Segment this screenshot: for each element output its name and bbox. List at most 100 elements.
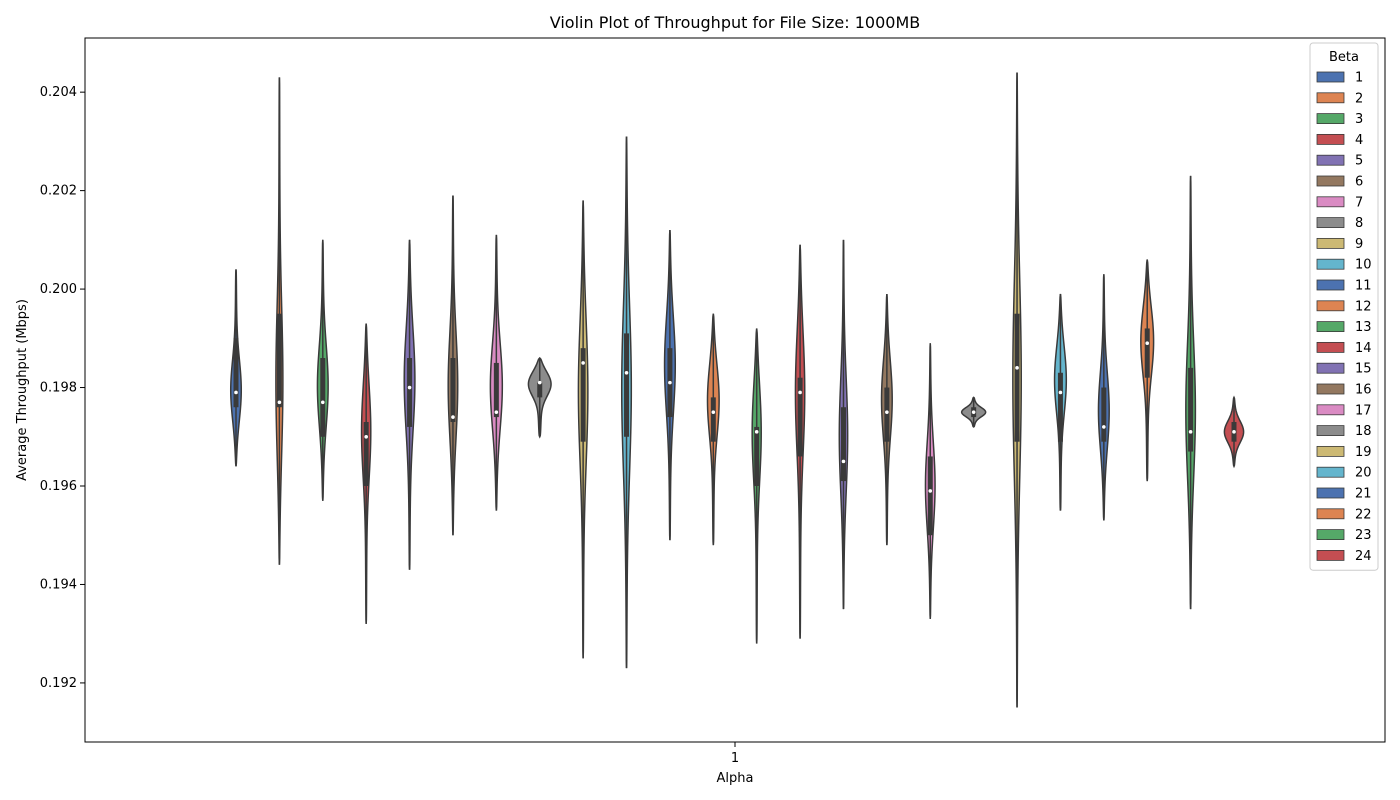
y-axis-label: Average Throughput (Mbps) bbox=[15, 299, 30, 481]
violin-median bbox=[1102, 425, 1106, 429]
violin-iqr-box bbox=[320, 358, 326, 437]
violin-median bbox=[364, 434, 368, 439]
legend-label: 18 bbox=[1355, 424, 1372, 439]
violin-beta-17 bbox=[924, 343, 936, 619]
legend-item-12: 12 bbox=[1316, 299, 1372, 314]
violin-median bbox=[320, 400, 325, 405]
violin-beta-7 bbox=[489, 234, 504, 511]
legend-item-2: 2 bbox=[1316, 91, 1363, 106]
legend-swatch bbox=[1316, 550, 1345, 561]
y-tick-label: 0.192 bbox=[40, 676, 77, 691]
legend-item-14: 14 bbox=[1316, 341, 1372, 356]
legend-item-21: 21 bbox=[1316, 487, 1372, 502]
violin-median bbox=[668, 380, 672, 385]
legend-swatch bbox=[1316, 341, 1345, 353]
violin-iqr-box bbox=[754, 426, 760, 486]
violin-beta-14 bbox=[794, 244, 806, 639]
legend-item-20: 20 bbox=[1316, 466, 1372, 481]
y-tick-label: 0.202 bbox=[40, 184, 77, 199]
legend-item-11: 11 bbox=[1316, 279, 1372, 294]
violin-median bbox=[1145, 341, 1150, 346]
legend-label: 12 bbox=[1355, 299, 1372, 314]
chart-title: Violin Plot of Throughput for File Size:… bbox=[550, 13, 920, 32]
legend-label: 9 bbox=[1355, 237, 1363, 252]
legend-swatch bbox=[1316, 237, 1345, 249]
violin-median bbox=[711, 410, 716, 414]
legend-item-3: 3 bbox=[1316, 112, 1363, 127]
legend-item-8: 8 bbox=[1316, 216, 1363, 231]
violin-median bbox=[277, 400, 282, 405]
y-tick-label: 0.198 bbox=[40, 381, 77, 396]
violin-median bbox=[581, 361, 585, 365]
legend-label: 21 bbox=[1355, 487, 1372, 502]
violin-iqr-box bbox=[1188, 367, 1194, 452]
violin-beta-19 bbox=[1012, 72, 1022, 708]
violin-median bbox=[971, 410, 976, 414]
legend-label: 7 bbox=[1355, 195, 1363, 210]
x-tick-label: 1 bbox=[731, 751, 739, 766]
violin-beta-23 bbox=[1185, 175, 1197, 610]
violin-median bbox=[754, 430, 759, 434]
violin-iqr-box bbox=[233, 338, 239, 408]
legend-label: 5 bbox=[1355, 154, 1363, 169]
violin-beta-21 bbox=[1097, 274, 1110, 521]
violin-iqr-box bbox=[276, 313, 282, 408]
violin-median bbox=[928, 489, 933, 493]
violin-iqr-box bbox=[493, 362, 499, 418]
legend-label: 16 bbox=[1355, 383, 1372, 398]
violin-beta-1 bbox=[229, 269, 243, 467]
legend-swatch bbox=[1316, 196, 1345, 208]
violin-iqr-box bbox=[537, 382, 543, 398]
violin-median bbox=[1058, 390, 1063, 395]
legend: Beta 12345678910111213141516171819202122… bbox=[1309, 42, 1379, 571]
legend-swatch bbox=[1316, 445, 1345, 457]
violin-iqr-box bbox=[407, 358, 413, 427]
legend-swatch bbox=[1316, 487, 1345, 499]
legend-item-22: 22 bbox=[1316, 507, 1372, 522]
legend-swatch bbox=[1316, 425, 1345, 437]
y-tick-label: 0.196 bbox=[40, 479, 77, 494]
x-axis-label: Alpha bbox=[717, 771, 754, 786]
legend-label: 23 bbox=[1355, 528, 1372, 543]
violins bbox=[229, 72, 1245, 708]
legend-label: 14 bbox=[1355, 341, 1372, 356]
violin-beta-16 bbox=[880, 293, 893, 546]
violin-median bbox=[798, 390, 802, 395]
legend-swatch bbox=[1316, 258, 1345, 270]
violin-iqr-box bbox=[624, 333, 630, 437]
legend-item-10: 10 bbox=[1316, 258, 1372, 273]
legend-swatch bbox=[1316, 175, 1345, 187]
legend-label: 24 bbox=[1355, 549, 1372, 564]
legend-label: 11 bbox=[1355, 279, 1372, 294]
violin-iqr-box bbox=[1144, 328, 1150, 378]
legend-label: 2 bbox=[1355, 91, 1363, 106]
legend-item-1: 1 bbox=[1316, 71, 1363, 86]
legend-item-18: 18 bbox=[1316, 424, 1372, 439]
violin-iqr-box bbox=[1057, 372, 1063, 442]
violin-beta-4 bbox=[360, 323, 372, 624]
violin-iqr-box bbox=[1014, 313, 1020, 442]
violin-median bbox=[1015, 366, 1019, 370]
violin-beta-11 bbox=[663, 229, 677, 541]
legend-swatch bbox=[1316, 113, 1345, 124]
legend-item-19: 19 bbox=[1316, 445, 1372, 460]
legend-label: 15 bbox=[1355, 362, 1372, 377]
violin-median bbox=[407, 385, 412, 390]
violin-beta-6 bbox=[447, 195, 459, 536]
violin-median bbox=[841, 459, 846, 464]
violin-beta-13 bbox=[751, 328, 762, 644]
legend-label: 17 bbox=[1355, 403, 1372, 418]
y-tick-label: 0.204 bbox=[40, 85, 77, 100]
legend-swatch bbox=[1316, 508, 1345, 520]
violin-iqr-box bbox=[1101, 387, 1107, 442]
legend-label: 3 bbox=[1355, 112, 1363, 127]
legend-title: Beta bbox=[1329, 50, 1359, 65]
legend-item-17: 17 bbox=[1316, 403, 1372, 418]
legend-swatch bbox=[1316, 133, 1345, 145]
violin-beta-10 bbox=[620, 136, 633, 669]
violin-iqr-box bbox=[797, 377, 803, 457]
violin-beta-24 bbox=[1223, 395, 1245, 469]
legend-label: 22 bbox=[1355, 507, 1372, 522]
